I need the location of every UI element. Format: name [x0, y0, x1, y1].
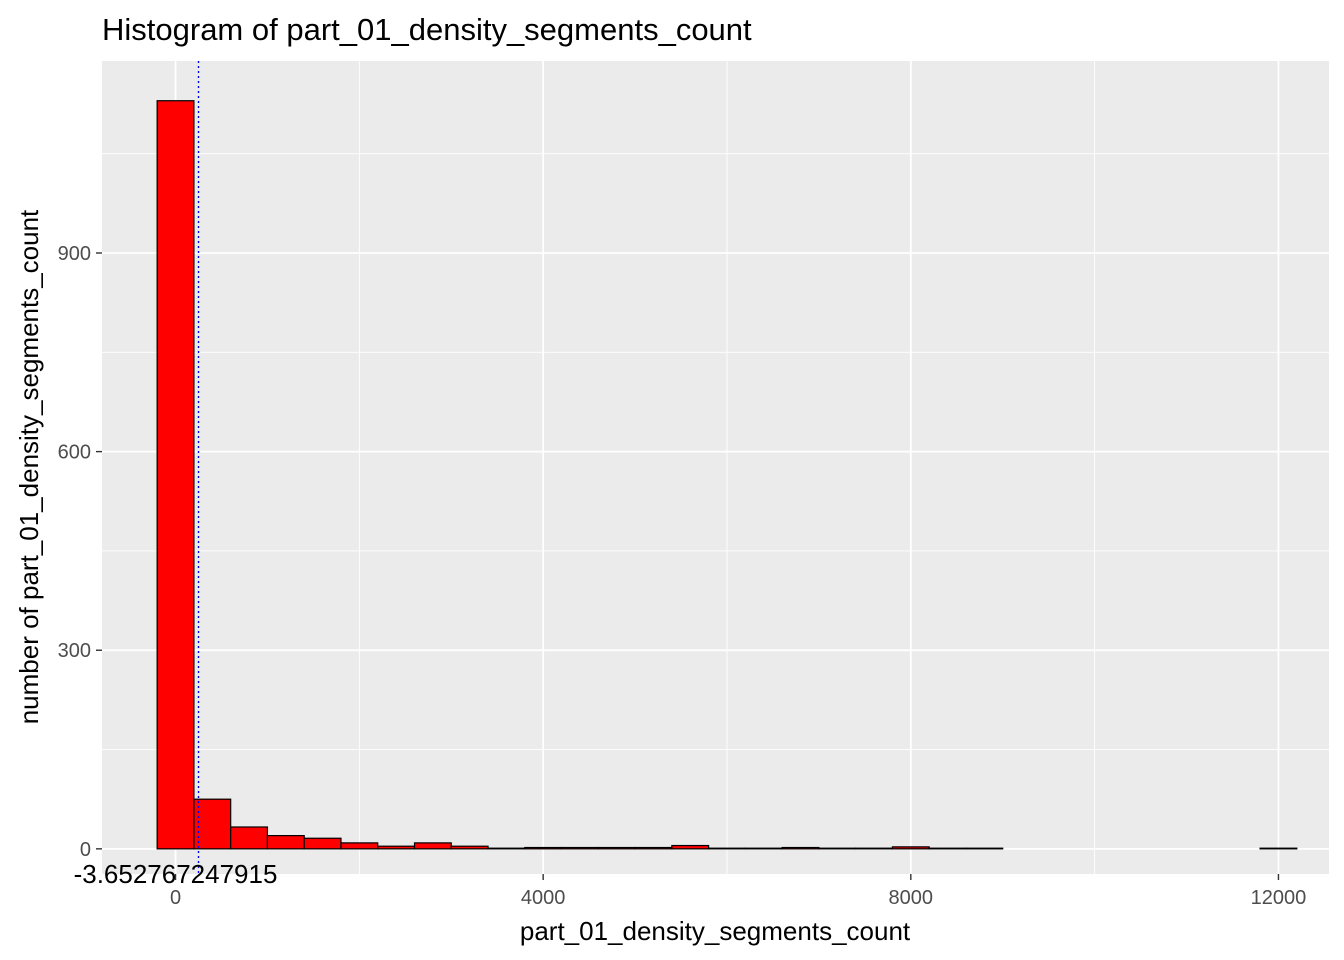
y-tick-label: 0 — [80, 839, 91, 861]
x-tick-label: 4000 — [521, 887, 566, 909]
histogram-bar — [744, 847, 783, 850]
y-axis-title: number of part_01_density_segments_count — [14, 209, 44, 724]
chart-title: Histogram of part_01_density_segments_co… — [102, 12, 752, 47]
histogram-bar — [560, 846, 599, 850]
x-tick-label: 8000 — [889, 887, 934, 909]
x-axis-ticks: 0 4000 8000 12000 — [170, 874, 1306, 909]
histogram-bar — [1259, 847, 1298, 850]
histogram-bar — [230, 826, 269, 850]
histogram-bar — [708, 847, 746, 850]
x-tick-label: 0 — [170, 887, 181, 909]
y-tick-label: 900 — [58, 243, 91, 265]
histogram-bar — [781, 846, 820, 850]
histogram-bar — [928, 847, 967, 850]
plot-panel — [102, 61, 1329, 874]
histogram-bar — [450, 845, 489, 850]
histogram-bar — [634, 846, 673, 850]
histogram-bar — [487, 847, 526, 850]
histogram-bar — [377, 845, 416, 850]
y-tick-label: 300 — [58, 640, 91, 662]
histogram-bar — [671, 844, 710, 850]
histogram-bar — [156, 100, 195, 850]
histogram-bar — [818, 847, 857, 850]
histogram-bar — [266, 835, 305, 850]
x-tick-label: 12000 — [1251, 887, 1307, 909]
histogram-bars — [156, 100, 1298, 850]
histogram-bar — [597, 846, 636, 850]
x-axis-title: part_01_density_segments_count — [520, 916, 911, 946]
minor-gridlines — [102, 61, 1329, 874]
histogram-bar — [413, 842, 452, 850]
histogram-bar — [303, 837, 342, 850]
histogram-bar — [340, 842, 379, 850]
histogram-bar — [891, 846, 930, 850]
y-tick-label: 600 — [58, 442, 91, 464]
y-axis-ticks: 0 300 600 900 — [58, 243, 102, 861]
histogram-bar — [524, 846, 563, 850]
histogram-bar — [965, 847, 1004, 850]
histogram-bar — [855, 847, 894, 850]
histogram-bar — [193, 798, 232, 850]
